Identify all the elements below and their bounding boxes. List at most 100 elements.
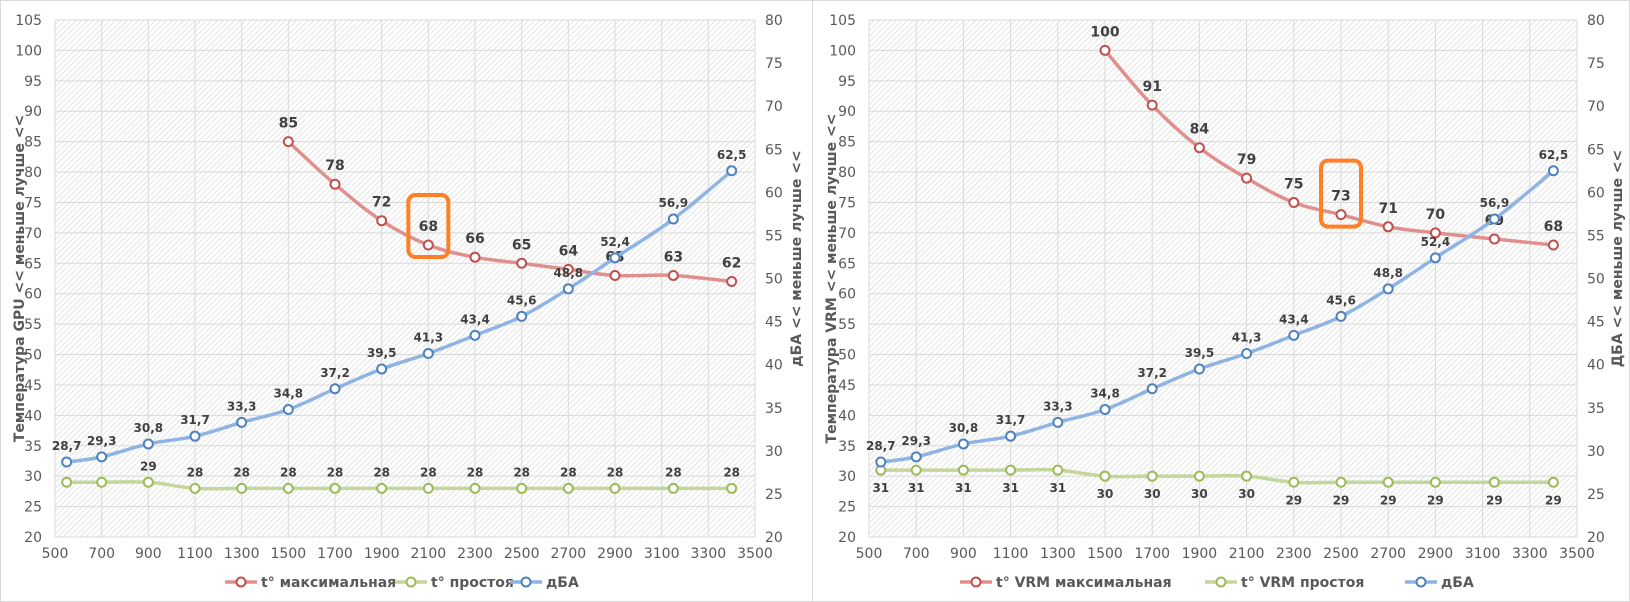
legend-item-temp-vrm-max: t° VRM максимальная: [960, 575, 1172, 591]
x-tick-label: 500: [856, 546, 883, 562]
x-tick-label: 1300: [224, 546, 260, 562]
y-tick-label: 55: [838, 317, 856, 333]
data-label: 28: [233, 465, 250, 479]
y2-tick-label: 65: [1587, 142, 1605, 158]
data-label: 29,3: [87, 434, 117, 448]
data-point: [1288, 329, 1300, 341]
y-tick-label: 60: [838, 287, 856, 303]
x-tick-label: 2900: [597, 546, 633, 562]
legend-item-temp-idle: t° простоя: [395, 575, 514, 591]
x-tick-label: 2700: [551, 546, 587, 562]
y-tick-label: 35: [24, 439, 42, 455]
y2-axis-title: дБА << меньше лучше <<: [789, 150, 805, 366]
y2-tick-label: 20: [1587, 530, 1605, 546]
data-point: [726, 165, 738, 177]
legend-marker-icon: [1415, 576, 1427, 588]
y-tick-label: 95: [838, 74, 856, 90]
data-label: 48,8: [1373, 266, 1403, 280]
x-tick-label: 3500: [737, 546, 773, 562]
series-line: [1103, 48, 1556, 247]
data-point: [469, 251, 481, 263]
data-point: [957, 464, 969, 476]
data-label: 28: [187, 465, 204, 479]
data-point: [1193, 363, 1205, 375]
data-point: [1099, 44, 1111, 56]
highlight-box: [406, 193, 451, 260]
data-point: [1146, 383, 1158, 395]
data-point: [1288, 196, 1300, 208]
data-label: 28,7: [866, 439, 896, 453]
legend-label: t° простоя: [431, 575, 514, 591]
data-label: 39,5: [1185, 346, 1215, 360]
data-label: 71: [1378, 201, 1397, 217]
y2-tick-label: 30: [1587, 444, 1605, 460]
y2-tick-label: 80: [1587, 13, 1605, 29]
data-point: [609, 269, 621, 281]
data-point: [469, 482, 481, 494]
plot-area: [869, 20, 1577, 537]
data-label: 70: [1426, 207, 1446, 223]
data-label: 28: [280, 465, 297, 479]
data-label: 52,4: [600, 235, 630, 249]
data-point: [1335, 476, 1347, 488]
x-tick-label: 2300: [457, 546, 493, 562]
y-tick-label: 35: [838, 439, 856, 455]
y2-tick-label: 60: [1587, 185, 1605, 201]
data-point: [282, 136, 294, 148]
data-point: [1099, 470, 1111, 482]
y-tick-label: 40: [24, 408, 42, 424]
y2-tick-label: 35: [1587, 401, 1605, 417]
data-label: 29: [1285, 493, 1302, 507]
y-tick-label: 30: [838, 469, 856, 485]
y-tick-label: 100: [15, 43, 42, 59]
data-label: 62,5: [717, 148, 747, 162]
y-tick-label: 85: [24, 135, 42, 151]
y-tick-label: 70: [24, 226, 42, 242]
data-label: 66: [465, 231, 484, 247]
data-label: 79: [1237, 152, 1256, 168]
y2-tick-label: 70: [765, 99, 783, 115]
y2-tick-label: 60: [765, 185, 783, 201]
x-tick-label: 1300: [1040, 546, 1076, 562]
data-point: [1488, 233, 1500, 245]
x-tick-label: 2900: [1418, 546, 1454, 562]
legend-label: t° VRM максимальная: [996, 575, 1172, 591]
legend-item-temp-max: t° максимальная: [225, 575, 396, 591]
data-label: 29: [1545, 493, 1562, 507]
data-point: [910, 451, 922, 463]
y-tick-label: 45: [838, 378, 856, 394]
data-point: [1382, 283, 1394, 295]
y2-tick-label: 20: [765, 530, 783, 546]
series-temp-idle: 29 28 28 28 28 28 28 28 28 28 28 28 28: [61, 459, 740, 494]
legend-marker-icon: [405, 576, 417, 588]
data-label: 30: [1097, 487, 1114, 501]
y-tick-label: 60: [24, 287, 42, 303]
data-label: 41,3: [414, 330, 444, 344]
data-point: [516, 310, 528, 322]
data-point: [910, 464, 922, 476]
data-label: 28: [467, 465, 484, 479]
data-point: [329, 178, 341, 190]
y2-tick-label: 50: [765, 272, 783, 288]
data-label: 85: [279, 116, 298, 132]
y2-tick-label: 80: [765, 13, 783, 29]
legend-item-temp-vrm-idle: t° VRM простоя: [1205, 575, 1364, 591]
data-point: [236, 416, 248, 428]
y-tick-label: 40: [838, 408, 856, 424]
y-tick-label: 70: [838, 226, 856, 242]
y-tick-label: 65: [838, 256, 856, 272]
legend-marker-icon: [520, 576, 532, 588]
data-label: 31,7: [996, 413, 1026, 427]
data-label: 31: [955, 481, 972, 495]
data-label: 29: [1486, 493, 1503, 507]
data-point: [1335, 310, 1347, 322]
legend-marker-icon: [235, 576, 247, 588]
y2-tick-label: 65: [765, 142, 783, 158]
x-tick-label: 3500: [1559, 546, 1595, 562]
y2-tick-label: 70: [1587, 99, 1605, 115]
data-point: [1488, 213, 1500, 225]
data-label: 37,2: [320, 366, 350, 380]
data-point: [1241, 470, 1253, 482]
data-label: 43,4: [1279, 312, 1309, 326]
y-tick-label: 45: [24, 378, 42, 394]
